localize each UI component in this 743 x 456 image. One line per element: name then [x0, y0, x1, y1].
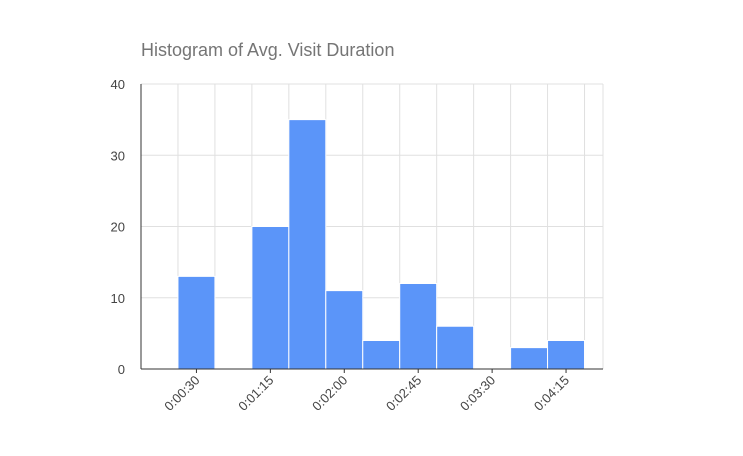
- bar: [362, 340, 401, 370]
- y-tick-label: 20: [111, 220, 125, 235]
- bar: [325, 290, 364, 370]
- x-tick-label: 0:03:30: [457, 373, 498, 414]
- bar: [251, 226, 290, 370]
- y-tick-label: 30: [111, 148, 125, 163]
- y-tick-label: 10: [111, 291, 125, 306]
- x-tick-label: 0:02:45: [383, 373, 424, 414]
- x-tick-label: 0:02:00: [309, 373, 350, 414]
- x-tick-label: 0:01:15: [235, 373, 276, 414]
- bar: [399, 283, 438, 370]
- bar: [436, 325, 475, 370]
- x-tick-label: 0:00:30: [161, 373, 202, 414]
- y-tick-label: 0: [118, 362, 125, 377]
- chart-title: Histogram of Avg. Visit Duration: [141, 40, 394, 60]
- y-tick-label: 40: [111, 77, 125, 92]
- bar: [288, 119, 327, 370]
- x-tick-label: 0:04:15: [531, 373, 572, 414]
- bar: [510, 347, 549, 370]
- bar: [177, 275, 216, 370]
- bar: [547, 340, 586, 370]
